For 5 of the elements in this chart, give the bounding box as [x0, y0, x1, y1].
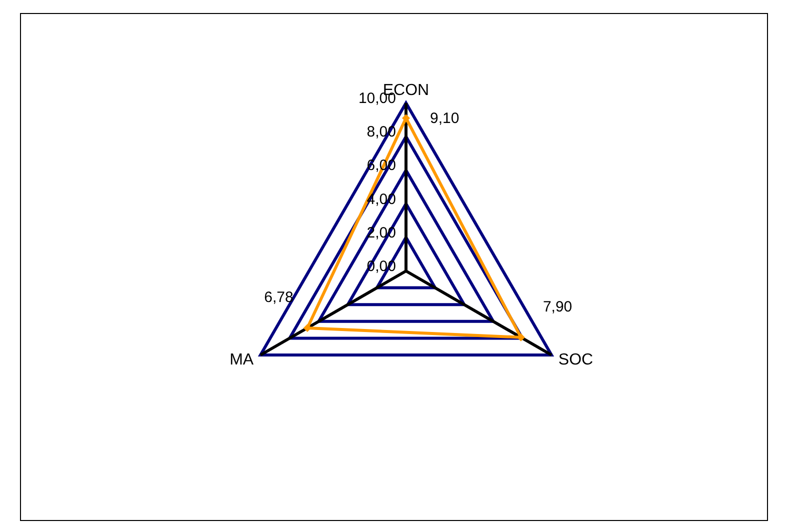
data-label: 7,90: [542, 298, 572, 316]
data-label: 6,78: [264, 288, 294, 306]
spoke-label: SOC: [558, 352, 594, 369]
data-label: 9,10: [430, 110, 460, 128]
spoke-label: MA: [230, 352, 254, 369]
